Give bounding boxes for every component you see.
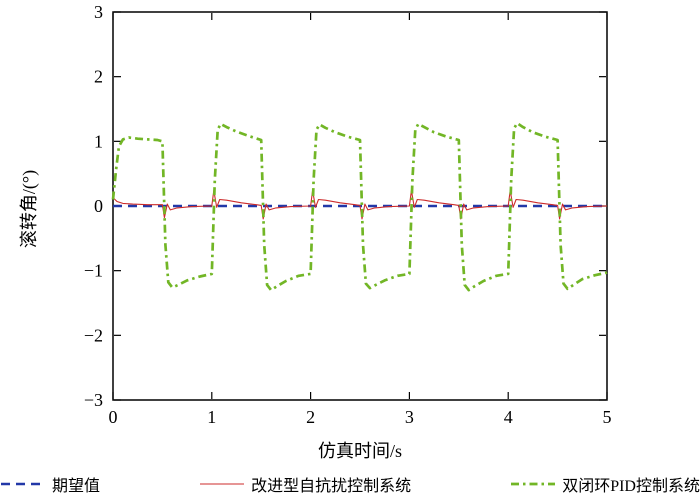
legend-line-sample-1 bbox=[200, 483, 245, 485]
legend: 期望值 改进型自抗扰控制系统 双闭环PID控制系统 bbox=[0, 472, 700, 496]
legend-label-0: 期望值 bbox=[52, 478, 101, 495]
y-tick-label: 2 bbox=[94, 67, 103, 87]
legend-line-sample-0 bbox=[1, 482, 45, 486]
x-tick-label: 1 bbox=[207, 407, 216, 427]
x-tick-label: 3 bbox=[405, 407, 414, 427]
legend-item-0: 期望值 bbox=[0, 472, 100, 496]
legend-line-sample-2 bbox=[511, 482, 556, 486]
y-tick-label: −3 bbox=[84, 390, 103, 410]
y-tick-label: −1 bbox=[84, 261, 103, 281]
x-tick-label: 4 bbox=[504, 407, 513, 427]
series-line-1 bbox=[112, 189, 608, 220]
x-axis-label: 仿真时间/s bbox=[317, 441, 402, 461]
series-line-2 bbox=[111, 121, 608, 292]
legend-label-1: 改进型自抗扰控制系统 bbox=[251, 478, 412, 495]
legend-label-2: 双闭环PID控制系统 bbox=[562, 478, 700, 495]
x-tick-label: 2 bbox=[306, 407, 315, 427]
x-tick-label: 0 bbox=[109, 407, 118, 427]
y-tick-label: 1 bbox=[94, 131, 103, 151]
legend-item-1: 改进型自抗扰控制系统 bbox=[199, 472, 411, 496]
y-tick-label: 0 bbox=[94, 196, 103, 216]
plot-area: 0 1 2 3 4 5 −3 −2 −1 0 1 2 3 bbox=[84, 2, 612, 427]
legend-item-2: 双闭环PID控制系统 bbox=[510, 472, 700, 496]
y-tick-label: 3 bbox=[94, 2, 103, 22]
y-tick-label: −2 bbox=[84, 325, 103, 345]
x-tick-label: 5 bbox=[603, 407, 612, 427]
y-axis-label: 滚转角/(°) bbox=[19, 169, 39, 249]
